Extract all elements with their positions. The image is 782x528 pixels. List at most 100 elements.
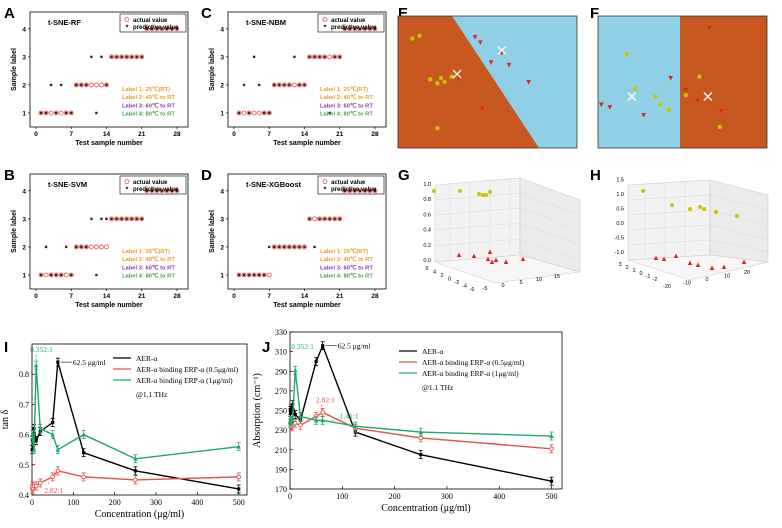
data-point (31, 447, 37, 452)
grid-line (519, 222, 581, 246)
x-tick-label: 500 (233, 498, 245, 507)
y-tick-label: -2 (653, 277, 658, 283)
actual-point (317, 216, 322, 222)
yellow-point (658, 102, 663, 107)
actual-point (292, 82, 297, 88)
centroid-cross (627, 92, 637, 101)
x-tick-label: 200 (109, 498, 121, 507)
red-triangle (687, 260, 693, 265)
predicted-point (90, 217, 93, 221)
actual-point (159, 188, 165, 194)
predicted-point (145, 189, 148, 193)
predicted-point (283, 83, 286, 87)
chart-title: t-SNE-RF (48, 18, 81, 27)
label-key-2: Label 2: 40℃ to RT (320, 256, 373, 263)
actual-point (302, 244, 307, 250)
actual-point (261, 272, 267, 278)
data-point (314, 359, 318, 364)
predicted-point (155, 189, 159, 193)
data-point (82, 451, 86, 455)
predicted-point (363, 27, 367, 31)
x-tick-label: -20 (663, 284, 671, 290)
predicted-point (105, 217, 108, 221)
ratio-mid-annotation: 2.82:1 (316, 396, 335, 405)
y-tick-label: 3 (220, 216, 224, 223)
actual-point (119, 216, 124, 222)
predicted-point (105, 83, 108, 87)
predicted-point (363, 189, 367, 193)
x-tick-label: 7 (69, 131, 73, 138)
panel-letter-C: C (201, 5, 212, 22)
legend-label-1: AER-α binding ERP-α (0.5μg/ml) (136, 365, 239, 374)
y-tick-label: 3 (22, 216, 26, 223)
actual-point (43, 272, 49, 278)
actual-point (332, 216, 338, 222)
label-key-1: Label 1: 25℃(RT) (122, 86, 170, 93)
predicted-point (115, 217, 118, 221)
data-point (30, 435, 35, 440)
predicted-point (65, 111, 68, 115)
actual-point (134, 216, 140, 222)
y-tick-label: 0.7 (19, 400, 29, 409)
line-panel-J (288, 331, 563, 490)
panel-letter-D: D (201, 167, 212, 184)
red-triangle (478, 40, 483, 45)
predicted-point (125, 217, 128, 221)
actual-point (48, 272, 54, 278)
side-pane (709, 179, 769, 263)
grid-line (434, 238, 521, 247)
actual-point (241, 272, 247, 278)
predicted-point (140, 217, 143, 221)
red-triangle (479, 106, 485, 111)
actual-point (372, 26, 378, 32)
actual-point (347, 188, 353, 194)
z-tick-label: 0.5 (616, 207, 624, 213)
z-tick-label: 1.5 (616, 178, 624, 184)
y-tick-label: 0.8 (19, 370, 29, 379)
ratio-top-annotation: 0.352:1 (30, 345, 53, 354)
chart-title: t-SNE-XGBoost (246, 180, 302, 189)
legend-label-1: AER-α binding ERP-α (0.5μg/ml) (422, 358, 525, 367)
data-point (33, 483, 39, 489)
yellow-point (438, 75, 444, 81)
red-triangle (719, 109, 724, 114)
data-point (55, 468, 61, 474)
predicted-point (348, 27, 351, 31)
grid-line (519, 207, 581, 231)
y-tick-label: 2 (22, 244, 26, 251)
predicted-point (150, 27, 153, 31)
legend-box (317, 13, 385, 33)
ratio-bottom-annotation: 2.82:1 (44, 486, 63, 495)
y-tick-label: 1 (220, 110, 224, 117)
actual-point (73, 244, 79, 250)
actual-point (99, 244, 104, 250)
legend-actual-marker (124, 179, 130, 184)
x-tick-label: 21 (138, 293, 146, 300)
data-point (81, 474, 86, 480)
x-tick-label: 28 (371, 131, 379, 138)
scatter3d-panel-H (627, 179, 769, 281)
data-point (418, 435, 424, 441)
z-tick-label: -1.0 (615, 250, 624, 256)
red-triangle (741, 259, 747, 264)
predicted-point (242, 83, 246, 87)
predicted-point (165, 189, 169, 193)
red-triangle (506, 62, 512, 68)
x-axis-label: Concentration (μg/ml) (381, 503, 471, 514)
centroid-cross (703, 92, 713, 101)
x-tick-label: 0 (34, 131, 38, 138)
grid-line (709, 194, 769, 211)
predicted-point (328, 111, 331, 115)
predicted-point (145, 27, 148, 31)
z-tick-label: 0.8 (423, 197, 431, 203)
y-tick-label: 4 (433, 270, 436, 276)
y-tick-label: 290 (275, 367, 287, 376)
actual-point (53, 110, 59, 116)
grid-line (709, 209, 769, 226)
predicted-point (288, 83, 291, 87)
red-triangle (488, 60, 494, 65)
y-tick-label: -4 (462, 284, 467, 290)
legend-actual-label: actual value (331, 180, 366, 186)
predicted-point (257, 83, 261, 87)
predicted-point (80, 245, 83, 249)
